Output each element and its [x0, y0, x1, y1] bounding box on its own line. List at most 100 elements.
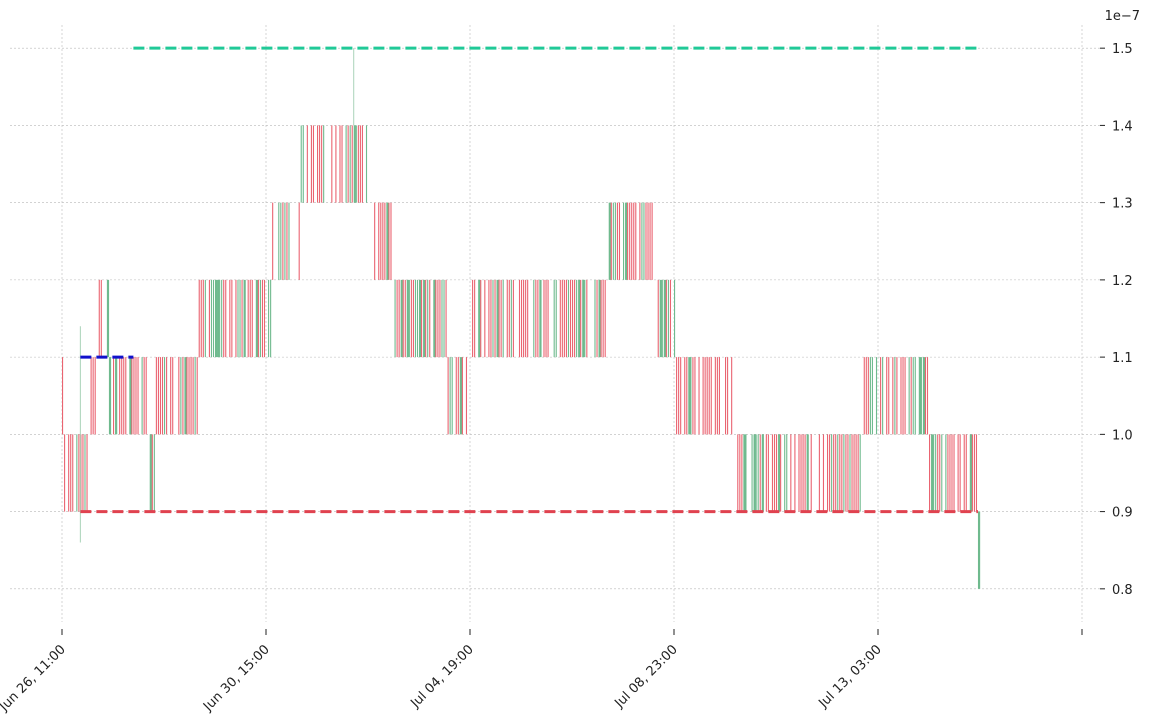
candle [190, 357, 192, 435]
x-tick-label: Jun 26, 11:00 [0, 642, 69, 715]
candle [880, 357, 882, 435]
candle [412, 279, 414, 358]
candle [963, 434, 965, 512]
candle [920, 357, 922, 435]
candle [157, 357, 159, 435]
candle [241, 279, 243, 358]
candle [335, 125, 337, 203]
candle [351, 125, 353, 203]
candle [859, 434, 861, 512]
candle [578, 279, 581, 358]
candle [651, 202, 653, 280]
candle [822, 434, 825, 512]
candle [759, 434, 761, 512]
candle [718, 357, 720, 435]
candle [484, 279, 486, 358]
candle [663, 279, 666, 358]
candle [113, 357, 115, 435]
candle [382, 202, 384, 280]
y-tick-label: 1.0 [1112, 428, 1133, 443]
candle [223, 279, 225, 358]
candle [404, 279, 406, 358]
candle [690, 357, 692, 435]
candle [339, 125, 341, 203]
candle [776, 434, 778, 512]
candle [676, 357, 678, 435]
candle [635, 202, 637, 280]
candle [565, 279, 567, 358]
candle [969, 434, 972, 512]
candle [284, 202, 286, 280]
candle [608, 202, 611, 280]
x-tick-label: Jul 08, 23:00 [611, 642, 680, 711]
candle [957, 434, 959, 512]
candle [231, 279, 233, 358]
candle [257, 279, 259, 358]
candle [496, 279, 499, 358]
candle [478, 279, 481, 358]
candle [623, 202, 625, 280]
candle [786, 434, 788, 512]
candle [461, 357, 463, 435]
candle [574, 279, 576, 358]
candle [625, 202, 628, 280]
candle [631, 202, 633, 280]
candle [959, 434, 961, 512]
candle [459, 357, 462, 435]
candle [457, 357, 459, 435]
candle [686, 357, 688, 435]
candle [790, 434, 792, 512]
candle [345, 125, 347, 203]
candle [429, 279, 431, 358]
candle [767, 434, 769, 512]
candle [904, 357, 906, 435]
candle [347, 125, 349, 203]
candle [743, 434, 746, 512]
candle [255, 279, 258, 358]
candle [465, 357, 468, 435]
candle [773, 434, 776, 512]
candle [580, 279, 582, 358]
candle [225, 279, 227, 358]
candle [270, 279, 272, 358]
candle [616, 202, 618, 280]
candle [396, 279, 398, 358]
candle [918, 357, 921, 435]
candle [737, 434, 739, 512]
candle [137, 357, 139, 435]
candle [953, 434, 955, 512]
candle [665, 279, 667, 358]
candle [780, 434, 782, 512]
candle [869, 357, 871, 435]
candle [831, 434, 833, 512]
candle [741, 434, 743, 512]
candle [975, 434, 978, 512]
candle [178, 357, 180, 435]
candle [827, 434, 829, 512]
candle [594, 279, 596, 358]
candle [533, 279, 535, 358]
candle [902, 357, 904, 435]
candle [725, 357, 727, 435]
candle [98, 279, 100, 358]
candle [192, 357, 194, 435]
candle [288, 202, 290, 280]
candle [951, 434, 953, 512]
candle [94, 357, 96, 435]
candle [751, 434, 753, 512]
candle [119, 357, 121, 435]
candle [971, 434, 973, 512]
candle [629, 202, 631, 280]
candle [474, 279, 476, 358]
candle [247, 279, 249, 358]
candle [714, 357, 716, 435]
candle [357, 125, 359, 203]
candle [527, 279, 529, 358]
candle [259, 279, 261, 358]
candle [643, 202, 645, 280]
candle [361, 125, 363, 203]
candle [596, 279, 598, 358]
candle [800, 434, 802, 512]
candle [164, 357, 166, 435]
candle [837, 434, 839, 512]
